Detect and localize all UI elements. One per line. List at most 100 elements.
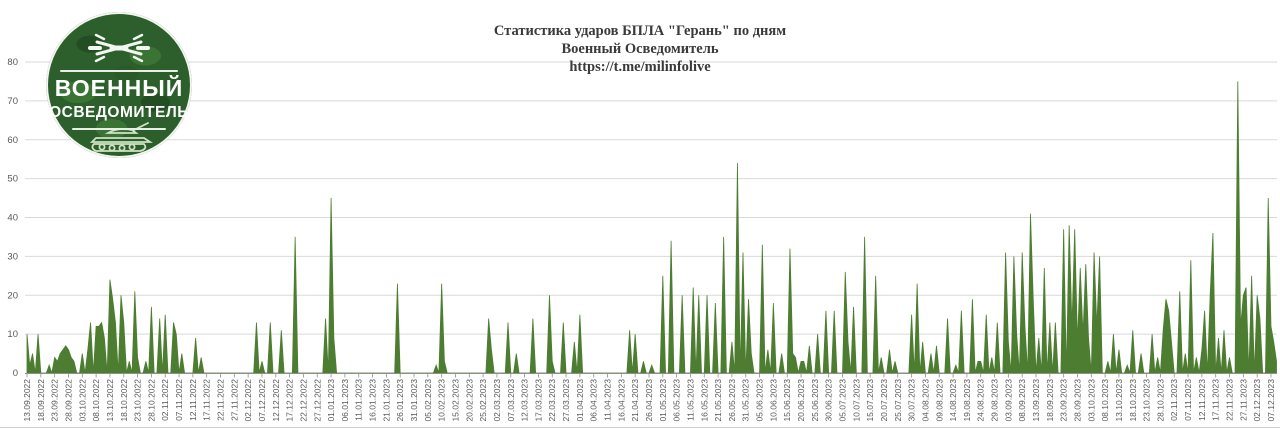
svg-text:13.10.2023: 13.10.2023 <box>1114 379 1124 422</box>
svg-text:25.07.2023: 25.07.2023 <box>893 379 903 422</box>
logo-divider-top <box>60 70 178 72</box>
svg-text:08.10.2023: 08.10.2023 <box>1100 379 1110 422</box>
logo-art <box>88 33 153 152</box>
logo-subtitle: ОСВЕДОМИТЕЛЬ <box>49 104 189 121</box>
svg-text:16.01.2023: 16.01.2023 <box>368 379 378 422</box>
svg-text:07.03.2023: 07.03.2023 <box>506 379 516 422</box>
svg-text:06.04.2023: 06.04.2023 <box>589 379 599 422</box>
svg-text:02.11.2022: 02.11.2022 <box>160 379 170 421</box>
svg-text:22.11.2022: 22.11.2022 <box>216 379 226 421</box>
svg-text:0: 0 <box>13 368 18 379</box>
svg-text:21.05.2023: 21.05.2023 <box>713 379 723 422</box>
svg-text:27.03.2023: 27.03.2023 <box>561 379 571 422</box>
svg-text:22.11.2023: 22.11.2023 <box>1225 379 1235 421</box>
svg-text:23.09.2023: 23.09.2023 <box>1059 379 1069 422</box>
svg-text:13.09.2023: 13.09.2023 <box>1031 379 1041 422</box>
svg-text:02.12.2023: 02.12.2023 <box>1252 379 1262 422</box>
logo-title: ВОЕННЫЙ <box>54 75 184 101</box>
svg-text:20: 20 <box>7 290 18 301</box>
svg-text:23.09.2022: 23.09.2022 <box>50 379 60 422</box>
svg-text:11.05.2023: 11.05.2023 <box>685 379 695 421</box>
svg-text:01.04.2023: 01.04.2023 <box>575 379 585 422</box>
svg-text:02.12.2022: 02.12.2022 <box>243 379 253 422</box>
svg-text:27.12.2022: 27.12.2022 <box>312 379 322 422</box>
svg-text:05.02.2023: 05.02.2023 <box>423 379 433 422</box>
svg-text:20.06.2023: 20.06.2023 <box>796 379 806 422</box>
svg-text:17.11.2022: 17.11.2022 <box>202 379 212 421</box>
svg-text:08.10.2022: 08.10.2022 <box>91 379 101 422</box>
military-informant-logo: ВОЕННЫЙ ОСВЕДОМИТЕЛЬ <box>46 12 192 158</box>
svg-text:28.09.2023: 28.09.2023 <box>1072 379 1082 422</box>
svg-text:16.04.2023: 16.04.2023 <box>616 379 626 422</box>
svg-text:60: 60 <box>7 135 18 146</box>
svg-text:30.07.2023: 30.07.2023 <box>907 379 917 422</box>
svg-text:24.08.2023: 24.08.2023 <box>976 379 986 422</box>
svg-text:70: 70 <box>7 96 18 107</box>
svg-text:03.10.2022: 03.10.2022 <box>77 379 87 422</box>
svg-text:18.09.2022: 18.09.2022 <box>36 379 46 422</box>
svg-text:16.05.2023: 16.05.2023 <box>699 379 709 422</box>
svg-text:20.07.2023: 20.07.2023 <box>879 379 889 422</box>
svg-text:05.07.2023: 05.07.2023 <box>837 379 847 422</box>
svg-text:07.12.2023: 07.12.2023 <box>1266 379 1276 422</box>
svg-text:15.06.2023: 15.06.2023 <box>782 379 792 422</box>
svg-text:13.10.2022: 13.10.2022 <box>105 379 115 422</box>
svg-text:30: 30 <box>7 251 18 262</box>
svg-text:28.10.2023: 28.10.2023 <box>1155 379 1165 422</box>
svg-text:27.11.2022: 27.11.2022 <box>229 379 239 421</box>
svg-text:02.11.2023: 02.11.2023 <box>1169 379 1179 421</box>
svg-text:06.05.2023: 06.05.2023 <box>672 379 682 422</box>
svg-text:12.12.2022: 12.12.2022 <box>271 379 281 422</box>
svg-text:02.03.2023: 02.03.2023 <box>492 379 502 422</box>
svg-text:15.02.2023: 15.02.2023 <box>450 379 460 422</box>
svg-text:04.08.2023: 04.08.2023 <box>920 379 930 422</box>
svg-text:20.02.2023: 20.02.2023 <box>464 379 474 422</box>
logo-divider-bottom <box>72 128 166 130</box>
svg-text:22.12.2022: 22.12.2022 <box>298 379 308 422</box>
chart-title-block: Статистика ударов БПЛА "Герань" по дням … <box>0 22 1280 76</box>
svg-text:09.08.2023: 09.08.2023 <box>934 379 944 422</box>
svg-text:80: 80 <box>7 57 18 68</box>
svg-text:26.05.2023: 26.05.2023 <box>727 379 737 422</box>
svg-text:31.05.2023: 31.05.2023 <box>741 379 751 422</box>
svg-text:18.10.2022: 18.10.2022 <box>119 379 129 422</box>
svg-text:08.09.2023: 08.09.2023 <box>1017 379 1027 422</box>
svg-text:03.09.2023: 03.09.2023 <box>1003 379 1013 422</box>
svg-text:10.02.2023: 10.02.2023 <box>437 379 447 422</box>
svg-text:19.08.2023: 19.08.2023 <box>962 379 972 422</box>
svg-text:06.01.2023: 06.01.2023 <box>340 379 350 422</box>
svg-text:07.12.2022: 07.12.2022 <box>257 379 267 422</box>
strike-count-area-series <box>26 81 1277 375</box>
gridlines <box>25 61 1277 335</box>
x-axis-labels: 13.09.2022 18.09.2022 23.09.2022 28.09.2022… <box>22 379 1276 422</box>
source-url: https://t.me/milinfolive <box>569 59 711 75</box>
svg-text:11.04.2023: 11.04.2023 <box>603 379 613 421</box>
chart-title: Статистика ударов БПЛА "Герань" по дням <box>493 23 787 39</box>
svg-text:10: 10 <box>7 329 18 340</box>
svg-text:03.10.2023: 03.10.2023 <box>1086 379 1096 422</box>
svg-text:01.01.2023: 01.01.2023 <box>326 379 336 422</box>
svg-text:15.07.2023: 15.07.2023 <box>865 379 875 422</box>
svg-text:05.06.2023: 05.06.2023 <box>755 379 765 422</box>
svg-text:22.03.2023: 22.03.2023 <box>547 379 557 422</box>
y-axis-labels: 0 10 20 30 40 50 60 70 80 <box>7 57 18 379</box>
svg-text:10.06.2023: 10.06.2023 <box>768 379 778 422</box>
svg-text:01.05.2023: 01.05.2023 <box>658 379 668 422</box>
svg-text:26.01.2023: 26.01.2023 <box>395 379 405 422</box>
svg-text:31.01.2023: 31.01.2023 <box>409 379 419 422</box>
svg-text:28.10.2022: 28.10.2022 <box>146 379 156 422</box>
svg-text:17.11.2023: 17.11.2023 <box>1211 379 1221 421</box>
svg-text:12.11.2023: 12.11.2023 <box>1197 379 1207 421</box>
svg-text:28.09.2022: 28.09.2022 <box>63 379 73 422</box>
svg-text:14.08.2023: 14.08.2023 <box>948 379 958 422</box>
x-axis-ticks <box>26 374 1272 378</box>
svg-text:25.06.2023: 25.06.2023 <box>810 379 820 422</box>
svg-text:21.04.2023: 21.04.2023 <box>630 379 640 422</box>
chart-subtitle: Военный Осведомитель <box>561 41 719 57</box>
svg-text:29.08.2023: 29.08.2023 <box>990 379 1000 422</box>
svg-text:27.11.2023: 27.11.2023 <box>1238 379 1248 421</box>
svg-text:23.10.2022: 23.10.2022 <box>133 379 143 422</box>
svg-text:10.07.2023: 10.07.2023 <box>851 379 861 422</box>
